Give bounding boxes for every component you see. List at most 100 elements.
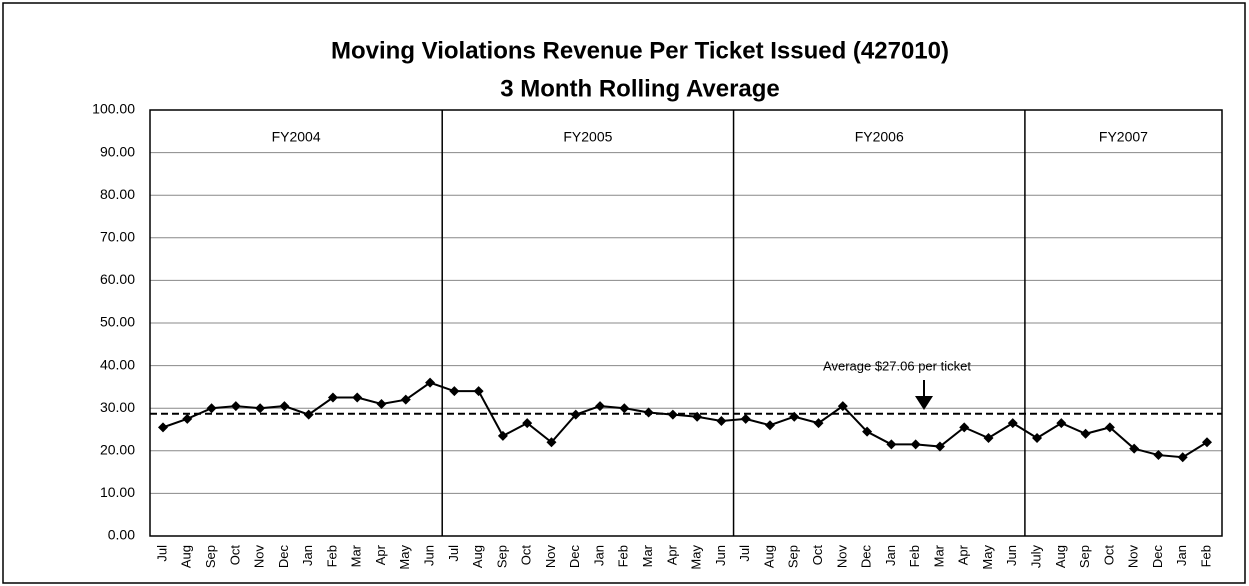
x-tick-label: Jul [154,545,169,562]
data-point [837,401,848,412]
y-tick-label: 0.00 [108,527,135,543]
annotation-arrowhead [915,396,933,410]
data-point [667,409,678,420]
data-point [934,441,945,452]
x-tick-label: Mar [931,544,946,567]
x-tick-label: Sep [786,545,801,568]
data-point [1104,422,1115,433]
data-point [716,415,727,426]
data-point [497,430,508,441]
y-tick-label: 30.00 [100,399,135,415]
annotation: Average $27.06 per ticket [823,358,971,373]
x-tick-label: Oct [1101,545,1116,566]
data-point [910,439,921,450]
x-tick-label: Apr [664,544,679,565]
data-point [862,426,873,437]
data-point [376,398,387,409]
y-tick-label: 50.00 [100,314,135,330]
y-tick-label: 90.00 [100,143,135,159]
data-point [522,418,533,429]
y-tick-label: 40.00 [100,356,135,372]
x-tick-label: Aug [1053,545,1068,568]
data-point [789,411,800,422]
x-tick-label: Nov [252,545,267,569]
x-tick-label: Feb [907,545,922,567]
x-tick-label: Dec [276,545,291,569]
x-tick-label: May [689,545,704,570]
x-tick-label: Feb [616,545,631,567]
period-label: FY2004 [272,129,321,145]
data-point [303,409,314,420]
data-point [449,386,460,397]
x-tick-label: Oct [810,545,825,566]
x-tick-label: Nov [834,545,849,569]
data-point [570,409,581,420]
data-point [983,433,994,444]
data-point [255,403,266,414]
x-tick-label: Oct [227,545,242,566]
x-tick-label: Nov [543,545,558,569]
data-point [1007,418,1018,429]
data-point [740,413,751,424]
data-point [425,377,436,388]
y-tick-label: 10.00 [100,484,135,500]
x-tick-label: Sep [494,545,509,568]
data-line [162,381,1208,459]
data-point [327,392,338,403]
y-tick-label: 70.00 [100,229,135,245]
data-point [1129,443,1140,454]
data-point [619,403,630,414]
x-tick-label: Jan [1174,545,1189,566]
data-point [764,420,775,431]
data-point [206,403,217,414]
y-tick-label: 80.00 [100,186,135,202]
x-tick-label: Feb [1198,545,1213,567]
data-point [813,418,824,429]
data-point [595,401,606,412]
x-tick-label: Aug [470,545,485,568]
y-tick-label: 20.00 [100,442,135,458]
x-tick-label: Jan [300,545,315,566]
period-label: FY2006 [855,129,904,145]
x-tick-label: Jun [713,545,728,566]
data-point [352,392,363,403]
data-point [1177,452,1188,463]
x-tick-label: Aug [761,545,776,568]
x-tick-label: Nov [1126,545,1141,569]
data-point [1153,450,1164,461]
x-tick-label: Dec [859,545,874,569]
chart-subtitle: 3 Month Rolling Average [500,75,780,102]
x-tick-label: Jun [422,545,437,566]
data-point [1202,437,1212,448]
data-point [400,394,411,405]
data-point [886,439,897,450]
data-point [692,411,703,422]
x-tick-label: May [397,545,412,570]
period-label: FY2007 [1099,129,1148,145]
x-tick-label: July [1028,545,1043,569]
data-point [546,437,557,448]
x-tick-label: May [980,545,995,570]
y-tick-label: 60.00 [100,271,135,287]
data-point [643,407,654,418]
data-point [182,413,193,424]
x-tick-label: Sep [1077,545,1092,568]
y-tick-label: 100.00 [92,101,135,117]
x-tick-label: Feb [324,545,339,567]
plot-area [149,109,1223,537]
period-label: FY2005 [563,129,612,145]
data-point [158,422,168,433]
chart-title: Moving Violations Revenue Per Ticket Iss… [331,37,949,64]
data-point [230,401,241,412]
x-tick-label: Apr [373,544,388,565]
x-tick-label: Oct [519,545,534,566]
x-tick-label: Dec [567,545,582,569]
x-tick-label: Aug [179,545,194,568]
data-point [473,386,484,397]
x-tick-label: Jan [591,545,606,566]
data-point [279,401,290,412]
data-point [959,422,970,433]
x-tick-label: Jul [446,545,461,562]
